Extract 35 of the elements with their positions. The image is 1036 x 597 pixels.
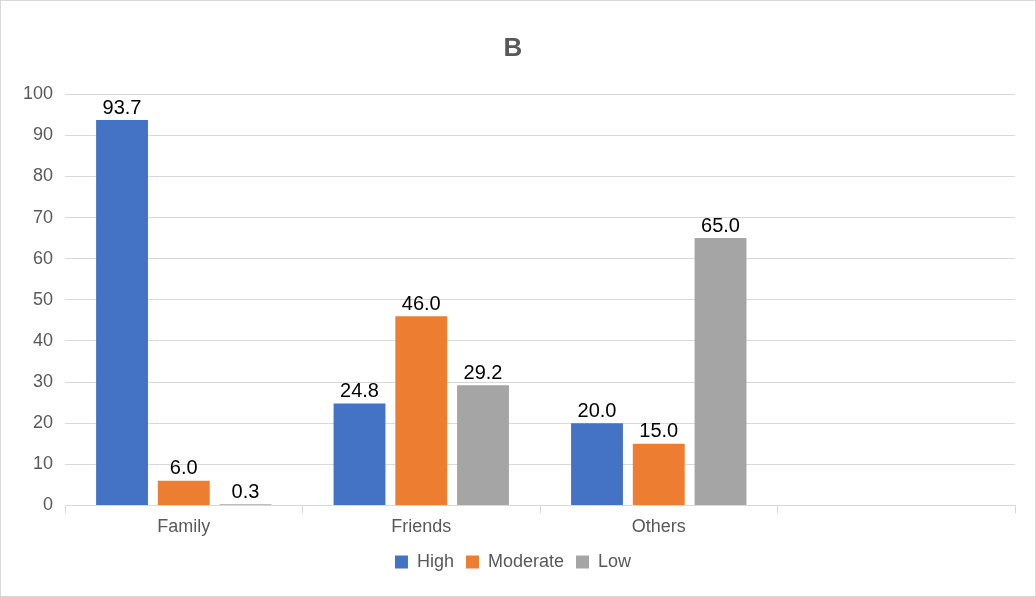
y-tick-label: 60 <box>33 247 54 268</box>
legend-label: Moderate <box>487 550 565 571</box>
bar <box>395 316 448 505</box>
y-tick-label: 100 <box>22 83 54 104</box>
y-tick-label: 20 <box>33 412 54 433</box>
legend-label: Low <box>598 550 633 571</box>
bar <box>571 423 623 505</box>
bar <box>96 120 148 505</box>
y-tick-label: 10 <box>33 453 54 474</box>
data-label: 6.0 <box>169 456 198 479</box>
y-tick-label: 80 <box>33 165 54 186</box>
data-label: 46.0 <box>401 291 441 314</box>
bar <box>157 480 210 505</box>
data-label: 29.2 <box>463 360 503 383</box>
y-tick-label: 0 <box>43 494 54 515</box>
x-tick-label: Others <box>631 516 686 537</box>
data-label: 20.0 <box>577 398 617 421</box>
x-tick-label: Family <box>157 516 211 537</box>
bar <box>694 238 747 505</box>
data-label: 93.7 <box>102 95 142 118</box>
y-tick-label: 90 <box>33 124 54 145</box>
data-label: 15.0 <box>639 419 679 442</box>
x-tick-label: Friends <box>391 516 452 537</box>
chart-title: B <box>503 31 523 62</box>
bar <box>632 443 685 505</box>
data-label: 24.8 <box>340 378 379 401</box>
y-tick-label: 50 <box>33 288 54 309</box>
legend-label: High <box>416 550 454 571</box>
y-tick-label: 40 <box>33 329 54 350</box>
y-tick-label: 70 <box>33 206 54 227</box>
data-label: 0.3 <box>231 479 260 502</box>
y-tick-label: 30 <box>33 371 54 392</box>
bar <box>333 403 386 505</box>
data-label: 65.0 <box>701 213 740 236</box>
bar <box>457 385 509 505</box>
